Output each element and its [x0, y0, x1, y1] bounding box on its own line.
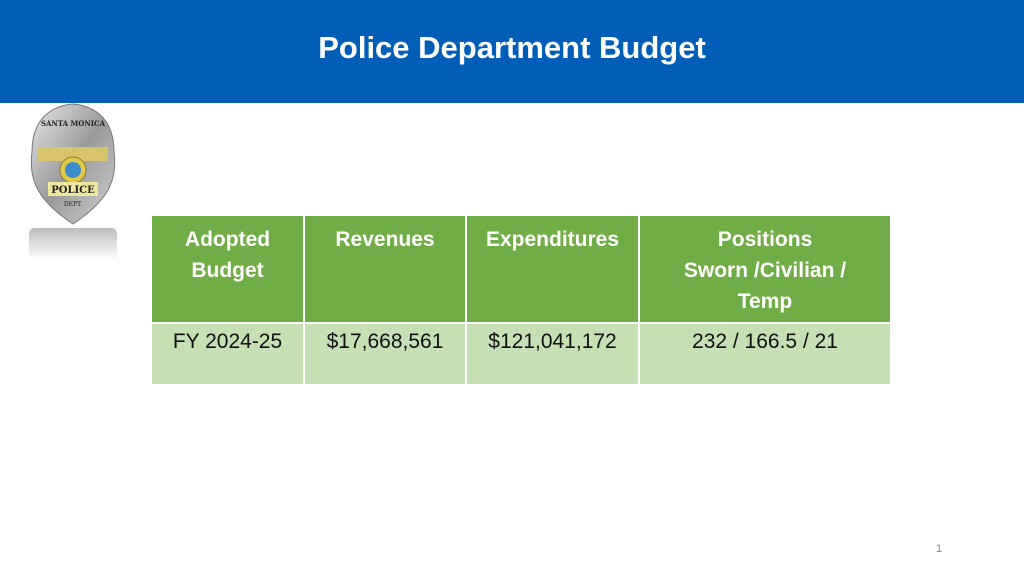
header-revenues: Revenues: [303, 214, 467, 324]
budget-table: Adopted Budget Revenues Expenditures Posi…: [150, 214, 892, 386]
svg-text:DEPT.: DEPT.: [64, 201, 82, 208]
header-expenditures: Expenditures: [465, 214, 640, 324]
title-bar: Police Department Budget: [0, 0, 1024, 103]
header-adopted-budget: Adopted Budget: [150, 214, 305, 324]
svg-text:POLICE: POLICE: [51, 185, 95, 196]
table-header-row: Adopted Budget Revenues Expenditures Posi…: [150, 214, 892, 324]
header-positions: Positions Sworn /Civilian / Temp: [638, 214, 892, 324]
cell-expenditures: $121,041,172: [465, 322, 640, 386]
cell-positions: 232 / 166.5 / 21: [638, 322, 892, 386]
cell-fiscal-year: FY 2024-25: [150, 322, 305, 386]
police-badge-logo: POLICE DEPT. SANTA MONICA: [26, 102, 120, 262]
slide-title: Police Department Budget: [318, 30, 706, 65]
svg-text:SANTA MONICA: SANTA MONICA: [41, 119, 106, 128]
page-number: 1: [936, 543, 943, 555]
cell-revenues: $17,668,561: [303, 322, 467, 386]
table-row: FY 2024-25 $17,668,561 $121,041,172 232 …: [150, 322, 892, 386]
